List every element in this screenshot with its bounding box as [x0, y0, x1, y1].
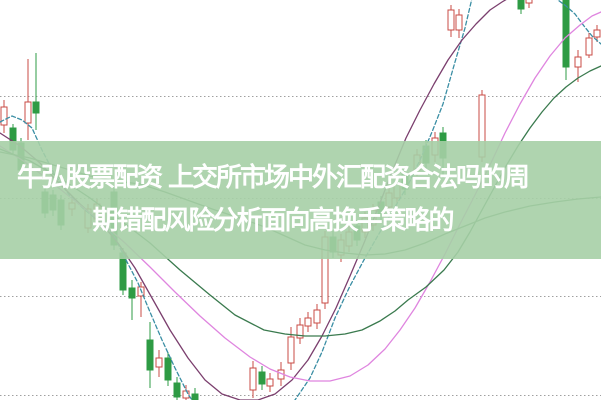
banner-title-line2: 期错配风险分析面向高换手策略的: [92, 206, 454, 236]
ma-fast-teal-right: [556, 0, 601, 45]
title-banner: 牛弘股票配资 上交所市场中外汇配资合法吗的周 期错配风险分析面向高换手策略的: [0, 141, 601, 259]
banner-title-line1: 牛弘股票配资 上交所市场中外汇配资合法吗的周: [16, 163, 530, 193]
